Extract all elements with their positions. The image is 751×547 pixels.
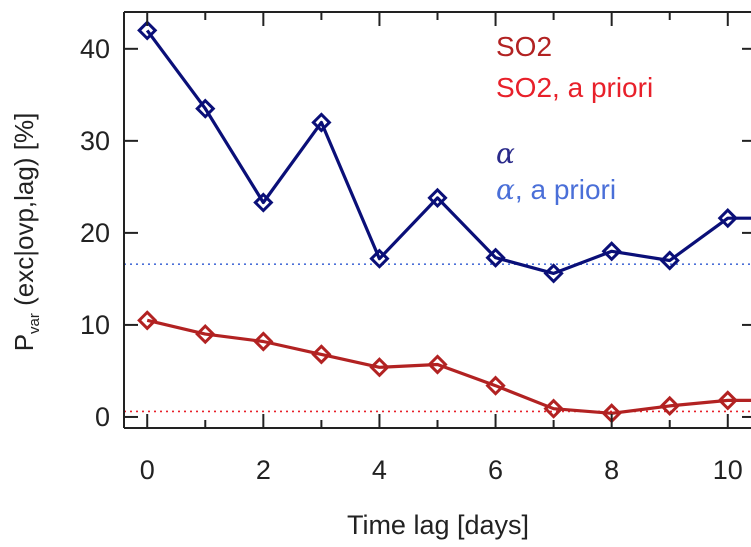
x-tick-label-6: 6 (488, 455, 503, 485)
x-tick-label-10: 10 (713, 455, 743, 485)
data-point-so2-5 (427, 354, 448, 375)
y-axis-title-rest: (exc|ovp,lag) [%] (9, 113, 39, 313)
data-point-so2-7 (543, 398, 564, 419)
legend-label-alpha: α (496, 137, 515, 170)
data-point-alpha-7 (543, 263, 564, 284)
y-axis-title-main: P (9, 334, 39, 351)
data-point-so2-10 (717, 390, 738, 411)
labels-layer: 0 10 20 30 40 0 2 4 6 8 10 (80, 34, 743, 485)
data-point-alpha-5 (427, 187, 448, 209)
reference-lines-layer (124, 263, 751, 413)
x-tick-label-2: 2 (256, 455, 271, 485)
x-axis-title: Time lag [days] (347, 510, 529, 540)
x-tick-label-4: 4 (372, 455, 387, 485)
data-point-alpha-8 (601, 241, 622, 262)
data-point-alpha-0 (137, 20, 158, 41)
legend-alpha-a-priori-symbol: α (496, 173, 515, 206)
series-line-alpha (145, 29, 751, 275)
y-tick-label-30: 30 (80, 126, 110, 156)
data-point-so2-3 (311, 344, 332, 365)
legend: SO2 SO2, a priori α α, a priori (496, 31, 653, 206)
y-tick-label-40: 40 (80, 34, 110, 64)
y-tick-label-10: 10 (80, 310, 110, 340)
data-point-alpha-1 (195, 98, 216, 119)
data-point-alpha-2 (253, 192, 274, 213)
data-point-so2-6 (485, 375, 506, 396)
svg-text:Pvar (exc|ovp,lag) [%]: Pvar (exc|ovp,lag) [%] (9, 113, 43, 352)
y-axis-title: Pvar (exc|ovp,lag) [%] (9, 113, 43, 352)
legend-label-alpha-a-priori: α, a priori (496, 173, 616, 206)
legend-alpha-a-priori-text: , a priori (515, 174, 616, 205)
x-tick-label-8: 8 (604, 455, 619, 485)
data-point-so2-2 (253, 331, 274, 352)
data-point-so2-4 (369, 357, 390, 378)
series-layer (137, 20, 751, 424)
data-point-so2-1 (195, 324, 216, 345)
axes-layer (123, 11, 751, 429)
x-tick-label-0: 0 (140, 455, 155, 485)
data-point-alpha-6 (485, 247, 506, 268)
series-line-so2 (146, 318, 751, 415)
y-tick-label-0: 0 (95, 402, 110, 432)
data-point-alpha-4 (369, 248, 390, 269)
y-tick-label-20: 20 (80, 218, 110, 248)
y-axis-title-subscript: var (26, 313, 43, 334)
data-point-alpha-10 (717, 208, 738, 229)
data-point-alpha-3 (311, 112, 332, 133)
data-point-so2-0 (137, 310, 158, 331)
data-point-alpha-9 (659, 250, 680, 271)
legend-label-so2: SO2 (496, 31, 552, 62)
data-point-so2-9 (659, 395, 680, 417)
legend-label-so2-a-priori: SO2, a priori (496, 72, 653, 103)
legend-alpha-symbol: α (496, 137, 515, 170)
